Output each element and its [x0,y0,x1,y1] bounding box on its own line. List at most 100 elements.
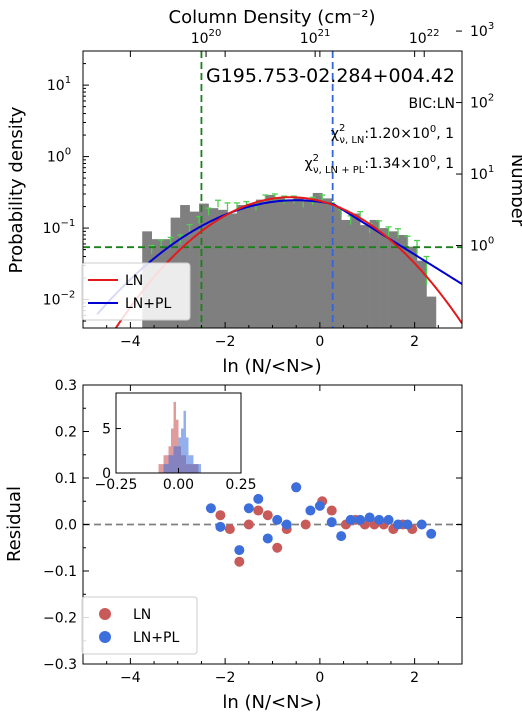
histogram-bar [274,198,285,328]
histogram-bar [379,228,389,328]
residual-y-tick-label: 0.1 [55,471,77,487]
lnpl-residual-point [383,514,394,525]
ln-residual-point [262,510,273,521]
lnpl-residual-point [355,514,366,525]
top-axis-tick-label-exp: 20 [209,28,222,39]
pdf-title: G195.753-02.284+004.42 [206,65,455,87]
histogram-bar [208,208,219,328]
residual-y-tick-label: −0.3 [43,657,77,673]
histogram-bar [388,231,399,328]
chi-pl-value: :1.34×10 [364,156,429,172]
pdf-legend: LN LN+PL [81,262,191,321]
pdf-right-tick-label: 102 [470,93,494,112]
ln-residual-point [234,556,245,567]
lnpl-fit-curve [96,199,462,315]
inset-lnpl-bar [178,437,181,473]
pdf-right-tick-label-base: 10 [470,24,488,40]
pdf-y-tick-label-exp: 0 [65,147,71,158]
lnpl-residual-point [402,519,413,530]
histogram-bar [293,197,304,328]
lnpl-residual-point [416,519,427,530]
pdf-right-tick-label-base: 10 [470,96,488,112]
inset-lnpl-bar [163,464,169,473]
histogram-bar [341,219,351,328]
lnpl-residual-point [281,519,292,530]
histogram-bar [246,203,257,328]
inset-y-tick-label: 0 [102,466,111,482]
top-axis-tick-label: 1021 [300,28,331,47]
pdf-right-tick-label-base: 10 [470,167,488,183]
residual-x-tick-label: −2 [215,670,236,686]
chi-ln-symbol: χ [331,126,339,142]
chi-pl-sup: 2 [313,153,319,164]
pdf-legend-box [81,262,191,321]
chi-pl-exp: 0 [430,154,436,165]
histogram-bar [407,246,418,328]
lnpl-residual-point [326,517,337,528]
chi-pl-label: χ2 ν, LN + PL:1.34×100, 1 [305,153,454,176]
ln-residual-point [224,524,235,535]
pdf-y-tick-label-base: 10 [43,293,61,309]
inset-lnpl-bar [168,455,174,473]
pdf-y-tick-label-exp: −1 [60,218,75,229]
chi-ln-sub: ν, LN [339,135,364,146]
residual-x-tick-label: −4 [120,670,141,686]
histogram-bar [360,225,370,328]
inset-lnpl-bar [183,410,186,473]
pdf-right-tick-label-exp: 1 [488,164,494,175]
pdf-x-tick-label: −4 [120,334,141,350]
histogram-bar [331,206,342,328]
pdf-x-tick-label: −2 [215,334,236,350]
inset-ln-bar [158,464,164,473]
chi-ln-value: :1.20×10 [364,126,429,142]
top-axis-tick-label-exp: 22 [427,28,440,39]
lnpl-residual-point [345,514,356,525]
inset-axes: −0.25 0.00 0.25 0 5 [95,422,257,493]
lnpl-residual-point [364,512,375,523]
pdf-y-tick-label: 101 [47,75,71,94]
histogram-bar [189,211,200,328]
histogram-bar [312,192,323,328]
top-axis-tick-label-base: 10 [409,31,427,47]
pdf-ylabel-right: Number [507,154,522,227]
lnpl-residual-point [262,533,273,544]
legend-ln-marker [99,608,111,620]
chi-pl-sub: ν, LN + PL [313,165,365,176]
inset-ln-bar [173,401,176,473]
bic-label: BIC:LN [409,96,456,112]
pdf-right-tick-label-exp: 3 [488,21,494,32]
histogram-bar [426,296,437,328]
pdf-y-tick-label: 10−2 [43,290,76,309]
residual-plot-area [83,482,462,567]
chi-ln-sup: 2 [339,123,345,134]
lnpl-residual-point [243,503,254,514]
pdf-right-tick-label: 101 [470,164,494,183]
top-axis-label: Column Density (cm⁻²) [169,7,376,28]
histogram-bar [199,203,209,328]
lnpl-residual-point [205,503,216,514]
residual-xlabel: ln (N/<N>) [222,692,321,713]
histogram-bar [236,205,247,328]
lnpl-residual-point [393,519,404,530]
histogram-bar [303,200,314,328]
inset-lnpl-bar [173,446,179,473]
residual-inset: −0.25 0.00 0.25 0 5 [95,392,257,493]
residual-legend-lnpl-label: LN+PL [133,630,179,646]
histogram-bar [398,234,408,328]
residual-legend-ln-label: LN [133,607,151,623]
pdf-right-tick-label: 100 [470,236,494,255]
histogram-bar [255,199,266,328]
histogram-bar [284,199,295,328]
legend-lnpl-label: LN+PL [125,296,171,312]
ln-residual-point [300,519,311,530]
lnpl-residual-point [336,531,347,542]
histogram-bar [416,260,427,328]
residual-legend-box [81,596,198,655]
residual-y-tick-label: −0.1 [43,564,77,580]
pdf-right-tick-label-base: 10 [470,239,488,255]
residual-ylabel: Residual [4,486,25,562]
pdf-y-tick-label: 100 [47,147,71,166]
pdf-y-tick-label-base: 10 [47,150,65,166]
pdf-y-tick-label-exp: 1 [65,75,71,86]
